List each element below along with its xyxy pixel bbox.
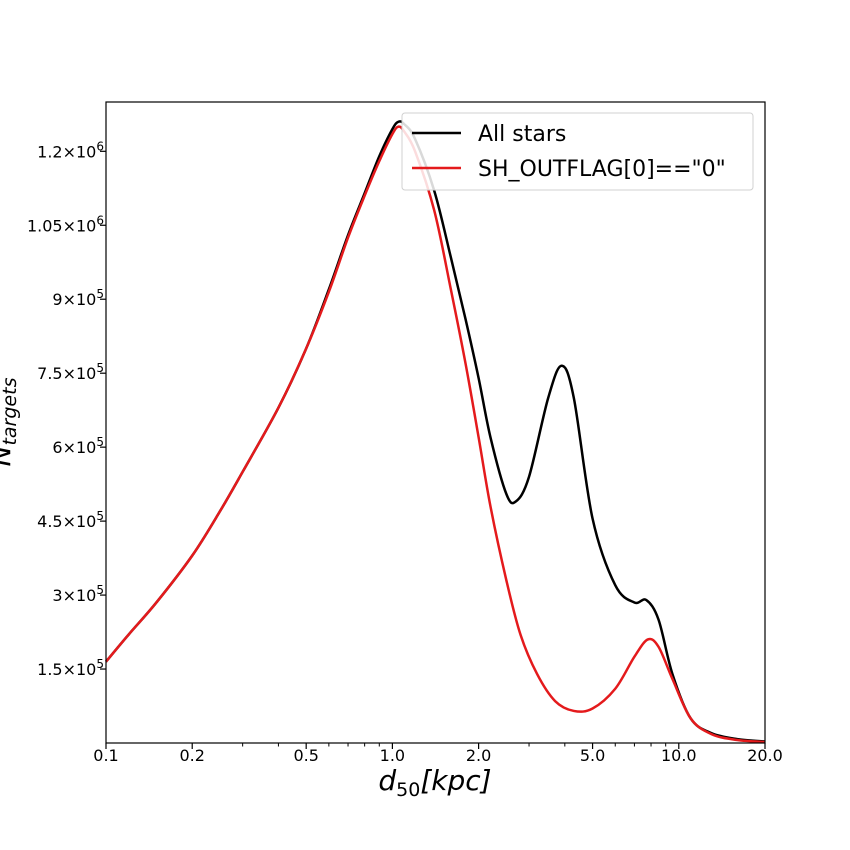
x-tick-label: 2.0 [466,746,491,765]
y-tick-label: 1.05×106 [27,213,104,235]
x-tick-label: 1.0 [380,746,405,765]
legend-label-all-stars: All stars [478,122,566,147]
y-axis-title: Ntargets [0,377,21,466]
y-tick-label: 9×105 [52,287,104,309]
series-layer [105,120,766,744]
y-tick-label: 1.2×106 [37,139,104,161]
y-tick-label: 7.5×105 [37,361,104,383]
x-tick-label: 10.0 [661,746,697,765]
x-tick-label: 20.0 [747,746,783,765]
legend: All stars SH_OUTFLAG[0]=="0" [401,112,754,191]
series-line-1 [105,125,766,744]
y-tick-label: 3×105 [52,583,104,605]
x-axis: 0.1 0.2 0.5 1.0 2.0 5.0 10.0 20.0 [93,743,783,765]
legend-label-sh-outflag: SH_OUTFLAG[0]=="0" [478,157,726,182]
y-tick-label: 6×105 [52,435,104,457]
x-tick-label: 0.2 [179,746,204,765]
x-tick-label: 5.0 [580,746,605,765]
y-tick-label: 4.5×105 [37,509,104,531]
plot-frame [105,101,766,744]
x-tick-label: 0.5 [293,746,318,765]
y-tick-label: 1.5×105 [37,657,104,679]
x-tick-label: 0.1 [93,746,118,765]
y-axis: 1.5×105 3×105 4.5×105 6×105 7.5×105 9×105 1.05… [27,139,106,679]
x-axis-title: d50[kpc] [378,764,491,801]
legend-box [401,112,754,191]
